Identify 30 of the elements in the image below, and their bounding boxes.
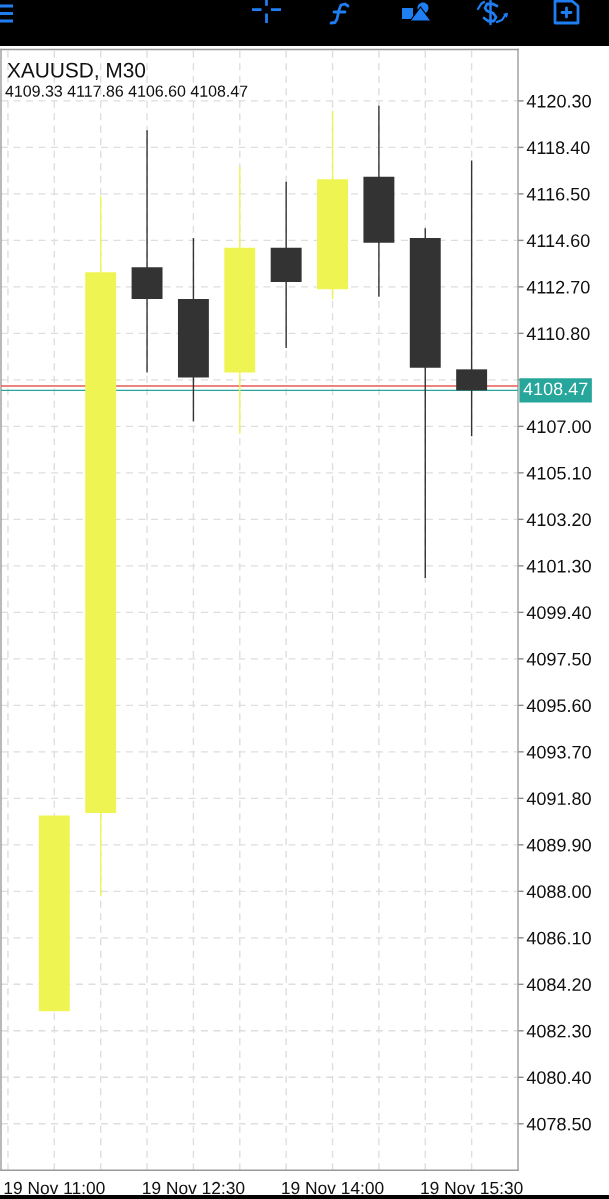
- y-tick-label: 4101.30: [526, 559, 591, 573]
- y-tick-label: 4091.80: [526, 792, 591, 806]
- text: XAUUSD, M30: [7, 62, 146, 81]
- y-tick-label: 4082.30: [526, 1024, 591, 1038]
- y-tick-label: 4105.10: [526, 466, 591, 480]
- text: 4109.33 4117.86 4106.60 4108.47: [5, 85, 248, 97]
- y-tick-label: 4118.40: [526, 141, 590, 155]
- y-tick-label: 4080.40: [526, 1071, 591, 1085]
- y-tick-label: 4078.50: [526, 1117, 591, 1131]
- y-tick-label: 4089.90: [526, 838, 591, 852]
- x-tick-label: 19 Nov 11:00: [4, 1181, 105, 1195]
- y-tick-label: 4099.40: [526, 606, 591, 620]
- y-tick-label: 4086.10: [526, 931, 591, 945]
- y-tick-label: 4114.60: [526, 234, 590, 248]
- y-tick-label: 4112.70: [526, 280, 590, 294]
- y-tick-label: 4097.50: [526, 652, 591, 666]
- y-tick-label: 4120.30: [526, 94, 591, 108]
- x-tick-label: 19 Nov 14:00: [282, 1181, 384, 1195]
- x-tick-label: 19 Nov 15:30: [421, 1181, 523, 1195]
- y-tick-label: 4093.70: [526, 745, 591, 759]
- y-tick-label: 4095.60: [526, 699, 591, 713]
- y-tick-label: 4107.00: [526, 420, 591, 434]
- y-tick-label: 4088.00: [526, 885, 591, 899]
- ref-line-label: 4108.47: [523, 382, 588, 396]
- candlestick: [456, 159, 488, 437]
- y-tick-label: 4116.50: [526, 187, 590, 201]
- x-tick-label: 19 Nov 12:30: [143, 1181, 245, 1195]
- y-tick-label: 4110.80: [526, 327, 590, 341]
- y-tick-label: 4103.20: [526, 513, 591, 527]
- y-tick-label: 4084.20: [526, 978, 591, 992]
